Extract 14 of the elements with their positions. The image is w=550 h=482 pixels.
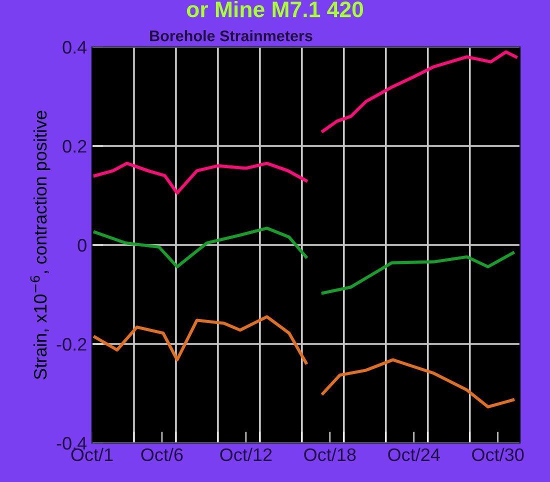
y-tick-label: 0.2 bbox=[62, 140, 86, 153]
y-tick-label: -0.2 bbox=[56, 338, 86, 351]
x-tick-label: Oct/12 bbox=[220, 448, 272, 462]
x-tick-label: Oct/18 bbox=[304, 448, 356, 462]
chart-subtitle: Borehole Strainmeters bbox=[150, 30, 312, 42]
y-tick-label: -0.4 bbox=[56, 436, 87, 450]
x-tick-label: Oct/6 bbox=[141, 448, 183, 462]
x-tick-label: Oct/24 bbox=[388, 448, 440, 462]
x-tick-label: Oct/1 bbox=[71, 448, 113, 462]
y-axis-title: Strain, x10$^{−6}$, contraction positive bbox=[30, 110, 50, 380]
y-tick-label: 0 bbox=[78, 238, 86, 252]
x-tick-label: Oct/30 bbox=[472, 448, 524, 462]
y-tick-label: 0.4 bbox=[62, 40, 87, 54]
chart-title: or Mine M7.1 420 bbox=[186, 0, 364, 18]
